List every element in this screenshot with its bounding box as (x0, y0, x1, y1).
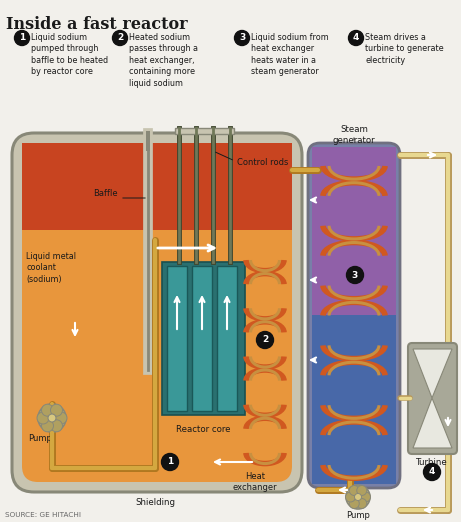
Text: 4: 4 (353, 33, 359, 42)
FancyBboxPatch shape (308, 143, 400, 488)
Text: Shielding: Shielding (135, 498, 175, 507)
Text: Inside a fast reactor: Inside a fast reactor (6, 16, 188, 33)
Text: Pump: Pump (346, 511, 370, 520)
Bar (162, 262, 245, 415)
Polygon shape (413, 398, 452, 448)
Text: SOURCE: GE HITACHI: SOURCE: GE HITACHI (5, 512, 81, 518)
Circle shape (349, 485, 359, 495)
Bar (217, 266, 237, 411)
Circle shape (51, 404, 63, 416)
Circle shape (357, 485, 367, 495)
Text: Baffle: Baffle (94, 188, 118, 197)
Text: 2: 2 (262, 336, 268, 345)
Circle shape (41, 404, 53, 416)
Bar (312, 147, 396, 315)
Text: Heated sodium
passes through a
heat exchanger,
containing more
liquid sodium: Heated sodium passes through a heat exch… (129, 33, 198, 88)
FancyBboxPatch shape (312, 147, 396, 315)
Bar (192, 266, 212, 411)
Circle shape (424, 464, 441, 480)
FancyBboxPatch shape (22, 143, 292, 228)
Circle shape (112, 30, 128, 45)
FancyBboxPatch shape (12, 133, 302, 492)
Text: Liquid sodium
pumped through
baffle to be heated
by reactor core: Liquid sodium pumped through baffle to b… (31, 33, 108, 76)
Text: Liquid sodium from
heat exchanger
heats water in a
steam generator: Liquid sodium from heat exchanger heats … (251, 33, 329, 76)
Circle shape (14, 30, 30, 45)
Bar (167, 266, 187, 411)
Circle shape (349, 499, 359, 508)
Circle shape (347, 267, 364, 283)
Text: Steam drives a
turbine to generate
electricity: Steam drives a turbine to generate elect… (365, 33, 443, 65)
Circle shape (161, 454, 178, 470)
Circle shape (256, 331, 273, 349)
Circle shape (345, 492, 355, 502)
Polygon shape (413, 349, 452, 398)
Circle shape (349, 30, 364, 45)
Text: 3: 3 (239, 33, 245, 42)
Circle shape (37, 412, 49, 424)
Text: Turbine: Turbine (416, 458, 448, 467)
Bar (175, 128, 234, 134)
Circle shape (235, 30, 249, 45)
FancyBboxPatch shape (22, 143, 292, 482)
Text: Reactor core: Reactor core (176, 425, 230, 434)
Circle shape (55, 412, 67, 424)
Circle shape (51, 420, 63, 432)
Text: Liquid metal
coolant
(sodium): Liquid metal coolant (sodium) (26, 253, 76, 283)
Text: 4: 4 (429, 468, 435, 477)
Bar (22, 218, 292, 230)
Bar (312, 315, 396, 484)
Bar (146, 131, 150, 151)
Circle shape (357, 499, 367, 508)
Text: 3: 3 (352, 270, 358, 279)
Circle shape (346, 485, 370, 509)
Text: Pump: Pump (28, 434, 52, 443)
Circle shape (361, 492, 371, 502)
Text: 1: 1 (167, 457, 173, 467)
Text: 2: 2 (117, 33, 123, 42)
Text: Steam
generator: Steam generator (333, 125, 375, 145)
Circle shape (355, 493, 361, 501)
Circle shape (38, 404, 66, 432)
Circle shape (41, 420, 53, 432)
FancyBboxPatch shape (408, 343, 457, 454)
Circle shape (48, 414, 56, 422)
Text: 1: 1 (19, 33, 25, 42)
FancyBboxPatch shape (312, 315, 396, 484)
Text: Heat
exchanger: Heat exchanger (233, 472, 278, 492)
Bar (22, 143, 292, 228)
Text: Control rods: Control rods (237, 158, 289, 167)
